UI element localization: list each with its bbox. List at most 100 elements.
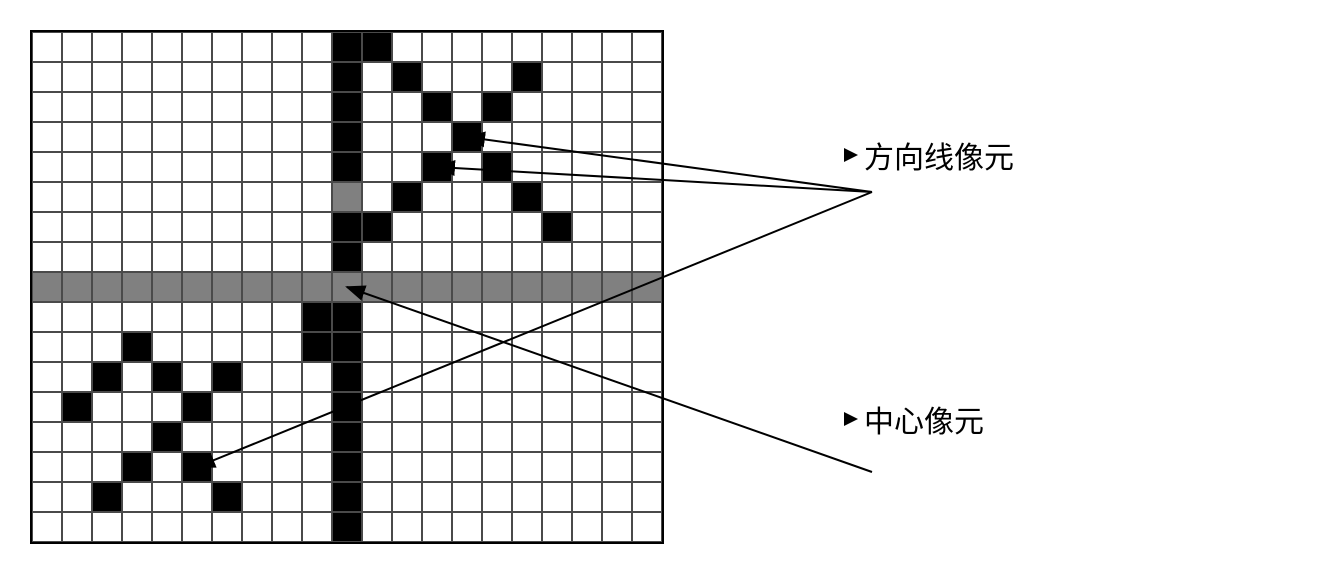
grid-cell xyxy=(602,182,632,212)
grid-cell xyxy=(32,332,62,362)
grid-cell xyxy=(152,122,182,152)
grid-cell xyxy=(392,152,422,182)
grid-cell xyxy=(512,212,542,242)
grid-cell xyxy=(332,452,362,482)
grid-cell xyxy=(212,452,242,482)
grid-cell xyxy=(572,182,602,212)
grid-cell xyxy=(182,302,212,332)
grid-cell xyxy=(482,482,512,512)
grid-cell xyxy=(482,122,512,152)
grid-cell xyxy=(392,242,422,272)
grid-cell xyxy=(362,512,392,542)
grid-cell xyxy=(122,32,152,62)
grid-cell xyxy=(542,182,572,212)
grid-cell xyxy=(242,212,272,242)
grid-cell xyxy=(122,302,152,332)
grid-cell xyxy=(632,392,662,422)
grid-cell xyxy=(572,92,602,122)
grid-cell xyxy=(242,152,272,182)
grid-cell xyxy=(212,392,242,422)
grid-cell xyxy=(452,272,482,302)
grid-cell xyxy=(452,512,482,542)
grid-cell xyxy=(32,32,62,62)
grid-cell xyxy=(392,182,422,212)
grid-cell xyxy=(182,152,212,182)
grid-cell xyxy=(542,332,572,362)
grid-cell xyxy=(512,242,542,272)
grid-cell xyxy=(122,122,152,152)
grid-cell xyxy=(452,482,482,512)
grid-cell xyxy=(482,92,512,122)
grid-cell xyxy=(272,452,302,482)
grid-cell xyxy=(362,452,392,482)
grid-cell xyxy=(602,62,632,92)
grid-cell xyxy=(422,452,452,482)
grid-cell xyxy=(542,152,572,182)
grid-cell xyxy=(182,122,212,152)
grid-cell xyxy=(602,362,632,392)
grid-cell xyxy=(602,212,632,242)
grid-cell xyxy=(542,212,572,242)
grid-cell xyxy=(152,362,182,392)
grid-cell xyxy=(332,62,362,92)
grid-cell xyxy=(62,362,92,392)
grid-cell xyxy=(242,92,272,122)
grid-cell xyxy=(92,482,122,512)
grid-cell xyxy=(512,302,542,332)
grid-cell xyxy=(332,482,362,512)
grid-cell xyxy=(62,122,92,152)
grid-cell xyxy=(242,422,272,452)
grid-cell xyxy=(362,302,392,332)
grid-cell xyxy=(32,482,62,512)
grid-cell xyxy=(542,452,572,482)
grid-cell xyxy=(542,422,572,452)
grid-cell xyxy=(572,62,602,92)
grid-cell xyxy=(542,482,572,512)
grid-cell xyxy=(182,362,212,392)
grid-cell xyxy=(602,272,632,302)
grid-cell xyxy=(242,512,272,542)
grid-cell xyxy=(632,332,662,362)
grid-cell xyxy=(92,452,122,482)
grid-cell xyxy=(32,272,62,302)
grid-cell xyxy=(32,92,62,122)
grid-cell xyxy=(182,92,212,122)
grid-cell xyxy=(272,362,302,392)
grid-cell xyxy=(602,512,632,542)
grid-cell xyxy=(242,302,272,332)
grid-cell xyxy=(422,392,452,422)
grid-cell xyxy=(452,92,482,122)
grid-cell xyxy=(62,92,92,122)
grid-cell xyxy=(182,32,212,62)
grid-cell xyxy=(212,422,242,452)
grid-cell xyxy=(32,392,62,422)
grid-cell xyxy=(422,62,452,92)
grid-cell xyxy=(62,32,92,62)
grid-cell xyxy=(392,302,422,332)
arrowhead-icon xyxy=(844,148,858,162)
grid-cell xyxy=(242,362,272,392)
grid-cell xyxy=(272,302,302,332)
grid-cell xyxy=(182,482,212,512)
grid-cell xyxy=(452,32,482,62)
grid-cell xyxy=(482,32,512,62)
grid-cell xyxy=(512,482,542,512)
grid-cell xyxy=(182,392,212,422)
grid-cell xyxy=(152,152,182,182)
grid-cell xyxy=(182,332,212,362)
grid-cell xyxy=(332,422,362,452)
grid-cell xyxy=(602,92,632,122)
grid-cell xyxy=(212,62,242,92)
grid-cell xyxy=(92,152,122,182)
arrowhead-icon xyxy=(844,412,858,426)
grid-cell xyxy=(242,482,272,512)
grid-cell xyxy=(482,362,512,392)
grid-cell xyxy=(332,182,362,212)
grid-cell xyxy=(392,62,422,92)
grid-cell xyxy=(332,272,362,302)
grid-cell xyxy=(272,512,302,542)
grid-cell xyxy=(452,182,482,212)
grid-cell xyxy=(272,32,302,62)
grid-cell xyxy=(92,272,122,302)
grid-cell xyxy=(482,302,512,332)
